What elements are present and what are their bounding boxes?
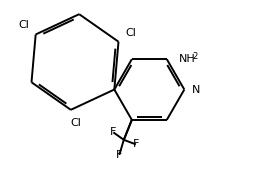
Text: F: F <box>116 150 123 160</box>
Text: Cl: Cl <box>18 20 29 30</box>
Text: Cl: Cl <box>70 118 81 128</box>
Text: F: F <box>110 127 116 137</box>
Text: Cl: Cl <box>126 28 137 38</box>
Text: N: N <box>192 84 201 94</box>
Text: NH: NH <box>179 54 195 64</box>
Text: F: F <box>133 139 139 149</box>
Text: 2: 2 <box>193 52 198 61</box>
